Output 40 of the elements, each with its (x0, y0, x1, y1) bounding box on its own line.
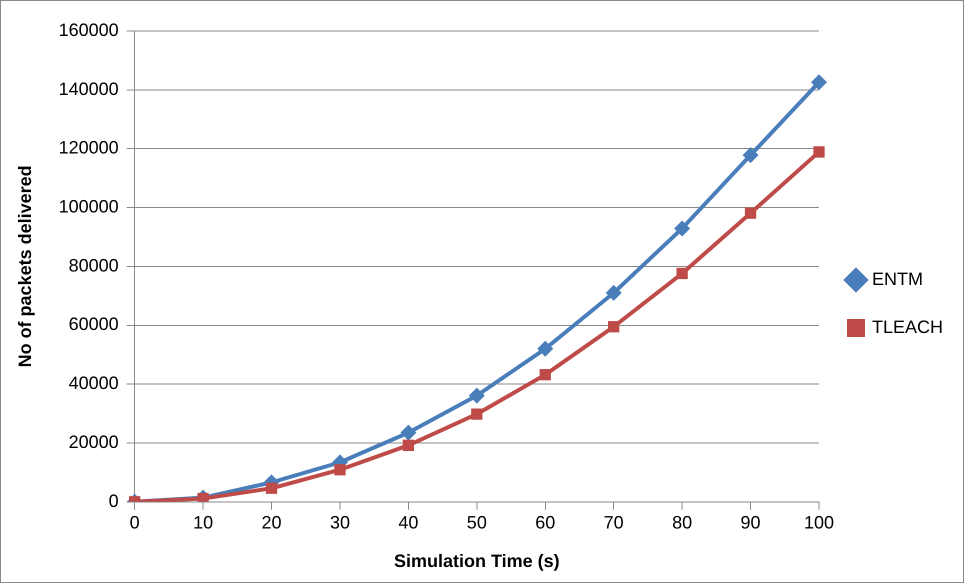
x-tick-label: 30 (330, 512, 350, 533)
y-tick-label: 80000 (68, 255, 119, 276)
y-tick-label: 160000 (58, 20, 119, 40)
point (742, 147, 759, 164)
y-axis-title: No of packets delivered (14, 165, 35, 368)
x-tick-label: 50 (466, 512, 487, 533)
point (266, 482, 278, 494)
x-tick-label: 70 (604, 512, 624, 533)
point (537, 340, 554, 357)
x-tick-label: 10 (193, 512, 214, 533)
y-tick-label: 120000 (58, 138, 119, 158)
x-tick-label: 60 (535, 512, 556, 533)
x-tick-label: 0 (130, 512, 140, 533)
point (674, 220, 690, 236)
legend-label: ENTM (872, 268, 923, 289)
y-tick-label: 20000 (68, 432, 119, 452)
point (468, 388, 485, 404)
x-tick-label: 80 (672, 512, 692, 533)
point (540, 369, 551, 380)
y-tick-label: 0 (108, 490, 119, 511)
x-tick-label: 20 (262, 512, 282, 533)
y-tick-label: 60000 (68, 314, 119, 334)
point (676, 268, 688, 280)
legend-label: TLEACH (872, 316, 943, 337)
y-tick-label: 100000 (58, 196, 119, 217)
y-tick-label: 40000 (68, 373, 119, 394)
point (334, 464, 346, 476)
point (471, 408, 482, 420)
point (608, 321, 620, 332)
point (810, 74, 827, 90)
x-tick-label: 100 (804, 512, 834, 533)
x-tick-label: 90 (740, 512, 761, 533)
point (606, 284, 622, 301)
x-axis-title: Simulation Time (s) (394, 551, 560, 572)
point (744, 207, 756, 219)
x-tick-label: 40 (398, 512, 418, 533)
y-tick-label: 140000 (58, 78, 119, 99)
point (813, 146, 825, 158)
point (402, 440, 414, 451)
point (400, 424, 416, 441)
